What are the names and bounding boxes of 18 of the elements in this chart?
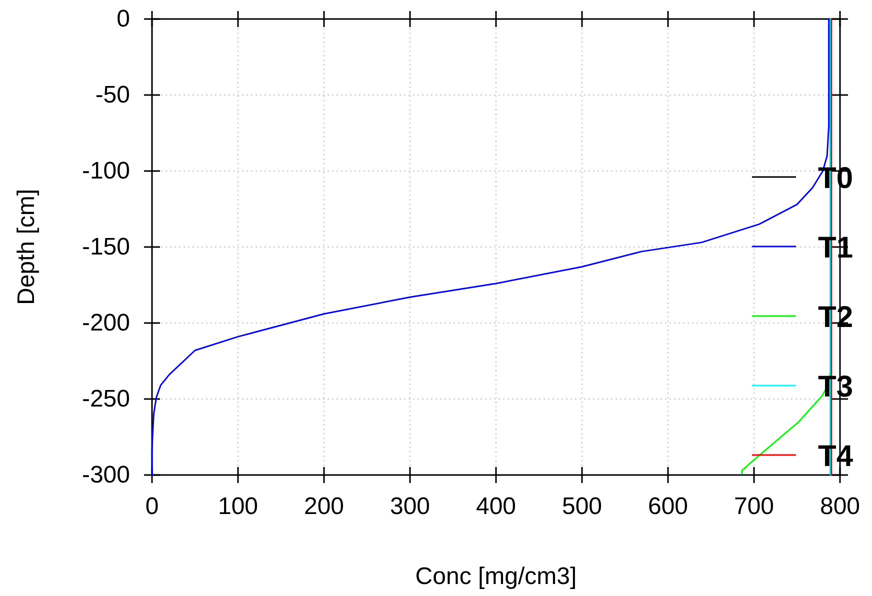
y-tick-label: -50 <box>95 82 130 109</box>
y-tick-label: -250 <box>82 386 130 413</box>
x-tick-label: 800 <box>820 493 860 520</box>
y-tick-label: -150 <box>82 234 130 261</box>
y-axis-title: Depth [cm] <box>13 188 40 306</box>
x-tick-label: 700 <box>734 493 774 520</box>
x-tick-label: 600 <box>648 493 688 520</box>
x-tick-label: 500 <box>562 493 602 520</box>
y-tick-label: -300 <box>82 462 130 489</box>
x-tick-label: 0 <box>145 493 159 520</box>
x-tick-label: 200 <box>304 493 344 520</box>
x-tick-label: 400 <box>476 493 516 520</box>
y-tick-label: -200 <box>82 310 130 337</box>
y-tick-label: 0 <box>116 6 130 33</box>
x-axis-title: Conc [mg/cm3] <box>415 563 577 590</box>
y-tick-label: -100 <box>82 158 130 185</box>
x-tick-label: 300 <box>390 493 430 520</box>
x-tick-label: 100 <box>218 493 258 520</box>
